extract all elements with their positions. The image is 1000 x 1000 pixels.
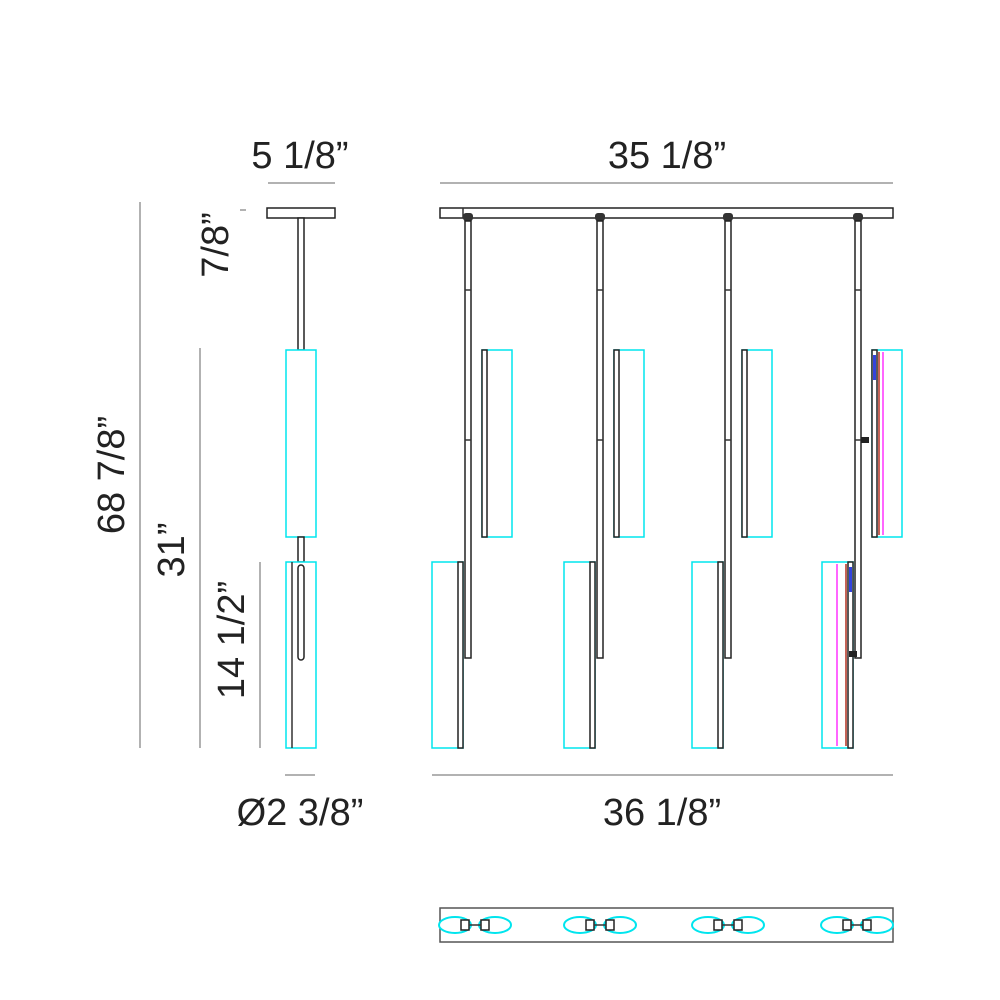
stem-mount (463, 213, 473, 221)
canopy (266, 207, 336, 219)
lower-shade-mount (589, 561, 596, 749)
stem-mount (853, 213, 863, 221)
mount-top (862, 919, 872, 931)
slot (297, 564, 305, 661)
detail-block (849, 567, 852, 592)
detail-block (873, 355, 876, 380)
lower-shade-mount (717, 561, 724, 749)
mount-top (713, 919, 723, 931)
upper-shade-mount (741, 349, 748, 538)
stem-lower (297, 536, 305, 563)
mount-top (585, 919, 595, 931)
upper-shade-mount (481, 349, 488, 538)
canopy-bar (439, 207, 894, 219)
top-view (438, 907, 894, 943)
stem-mount (595, 213, 605, 221)
mount-top (605, 919, 615, 931)
shade-length-label: 14 1/2” (211, 581, 253, 699)
upper-drop-label: 31” (151, 523, 193, 578)
side-view: 5 1/8” 7/8” 68 7/8” 31” 14 1/2” Ø2 3/8” (91, 135, 363, 834)
upper-shade (285, 349, 317, 538)
front-view: 35 1/8” 36 1/8” (431, 135, 903, 834)
mount-top (460, 919, 470, 931)
overall-width-label: 36 1/8” (603, 792, 721, 834)
stem-mount (723, 213, 733, 221)
canopy-height-label: 7/8” (195, 212, 237, 277)
upper-shade-mount (613, 349, 620, 538)
lower-shade-mount (457, 561, 464, 749)
overall-height-label: 68 7/8” (91, 416, 133, 534)
stem (297, 217, 305, 351)
canopy-width-label: 5 1/8” (251, 135, 348, 177)
mount-top (733, 919, 743, 931)
mount-top (842, 919, 852, 931)
canopy-length-label: 35 1/8” (608, 135, 726, 177)
connector (849, 651, 857, 657)
shade-diameter-label: Ø2 3/8” (237, 792, 364, 834)
mount-top (480, 919, 490, 931)
upper-shade-mount (871, 349, 878, 538)
connector (861, 437, 869, 443)
